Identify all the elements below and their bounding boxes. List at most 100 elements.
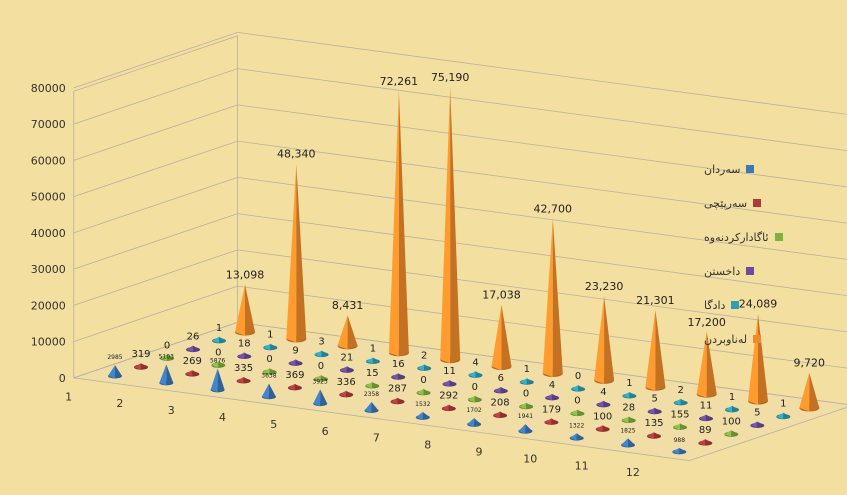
- cone-mark: [417, 364, 425, 371]
- data-label: 1825: [620, 427, 635, 434]
- cone-mark: [108, 365, 115, 379]
- cone-mark: [724, 430, 732, 437]
- data-label: 11: [443, 366, 456, 377]
- x-tick-label: 12: [626, 466, 640, 479]
- cone-mark: [698, 439, 706, 446]
- cone-mark: [493, 387, 501, 394]
- data-label: 5: [754, 408, 760, 419]
- legend-swatch: [746, 267, 755, 275]
- cone-mark: [294, 383, 302, 391]
- data-label: 24,089: [739, 298, 778, 311]
- data-label: 21: [341, 352, 354, 363]
- data-label: 4: [600, 387, 606, 398]
- y-tick-label: 60000: [31, 154, 66, 167]
- data-label: 269: [183, 356, 202, 367]
- cone-mark: [365, 357, 373, 365]
- data-label: 2358: [364, 391, 379, 398]
- data-label: 335: [234, 363, 253, 374]
- cone-mark: [629, 392, 637, 399]
- data-label: 0: [523, 389, 529, 400]
- y-tick-label: 0: [59, 372, 66, 385]
- data-label: 13,098: [226, 269, 265, 282]
- cone-mark: [551, 418, 559, 425]
- gridline: [73, 140, 847, 224]
- cone-mark: [467, 418, 475, 427]
- data-label: 16: [392, 359, 405, 370]
- data-label: 17,200: [687, 316, 726, 329]
- gridline: [73, 249, 847, 333]
- cone-mark: [372, 357, 380, 365]
- legend-swatch: [753, 199, 762, 207]
- data-label: 287: [388, 384, 407, 395]
- x-tick-label: 7: [373, 432, 380, 445]
- data-label: 89: [699, 425, 712, 436]
- cone-mark: [628, 416, 636, 424]
- data-label: 369: [285, 370, 304, 381]
- legend-swatch: [753, 335, 762, 343]
- cone-mark: [602, 425, 610, 432]
- cone-mark: [159, 364, 167, 386]
- cone-mark: [474, 418, 482, 427]
- cone-mark: [569, 433, 577, 441]
- cone-mark: [390, 397, 398, 405]
- cone-mark: [542, 218, 553, 377]
- data-label: 15: [366, 368, 379, 379]
- data-label: 2: [421, 350, 427, 361]
- data-label: 3: [318, 337, 324, 348]
- data-label: 1532: [415, 401, 430, 408]
- data-label: 1: [267, 330, 273, 341]
- data-label: 0: [266, 354, 272, 365]
- y-tick-label: 10000: [31, 336, 66, 349]
- legend-label: لەناوبردن: [704, 332, 748, 346]
- data-label: 0: [420, 375, 426, 386]
- cone-mark: [526, 402, 534, 410]
- cone-mark: [622, 392, 630, 399]
- legend-item: ئاگادارکردنەوە: [704, 220, 839, 254]
- data-label: 4: [472, 357, 478, 368]
- cone-mark: [167, 354, 174, 361]
- cone-mark: [750, 421, 758, 429]
- cone-mark: [680, 398, 688, 406]
- data-label: 208: [491, 398, 510, 409]
- cone-mark: [576, 433, 584, 441]
- data-label: 9: [292, 345, 298, 356]
- cone-mark: [474, 395, 482, 403]
- cone-mark: [705, 439, 713, 446]
- x-tick-label: 10: [523, 452, 537, 465]
- cone-mark: [706, 331, 717, 398]
- cone-mark: [296, 163, 307, 343]
- data-label: 75,190: [431, 71, 470, 84]
- cone-mark: [442, 380, 450, 387]
- cone-mark: [218, 361, 226, 368]
- cone-mark: [757, 421, 765, 429]
- legend-label: دادگا: [704, 298, 726, 312]
- data-label: 1: [524, 364, 530, 375]
- cone-mark: [321, 350, 329, 358]
- cone-mark: [493, 411, 501, 419]
- gridline: [73, 31, 847, 115]
- cone-mark: [141, 363, 148, 370]
- cone-mark: [594, 296, 605, 384]
- cone-mark: [448, 404, 456, 412]
- cone-mark: [422, 411, 430, 420]
- data-label: 1: [626, 378, 632, 389]
- cone-mark: [243, 377, 251, 384]
- data-label: 5103: [159, 353, 174, 360]
- cone-mark: [596, 400, 604, 408]
- y-tick-label: 70000: [31, 118, 66, 131]
- data-label: 5: [652, 394, 658, 405]
- cone-mark: [287, 383, 295, 391]
- x-tick-label: 2: [116, 397, 123, 410]
- cone-mark: [219, 336, 226, 344]
- gridline: [73, 104, 847, 188]
- legend-swatch: [746, 165, 755, 173]
- cone-mark: [571, 385, 579, 392]
- x-tick-label: 1: [65, 390, 72, 403]
- x-tick-label: 5: [270, 418, 277, 431]
- cone-mark: [286, 163, 297, 343]
- y-tick-label: 80000: [31, 82, 66, 95]
- cone-mark: [295, 359, 303, 366]
- data-label: 100: [593, 411, 612, 422]
- cone-mark: [134, 363, 141, 370]
